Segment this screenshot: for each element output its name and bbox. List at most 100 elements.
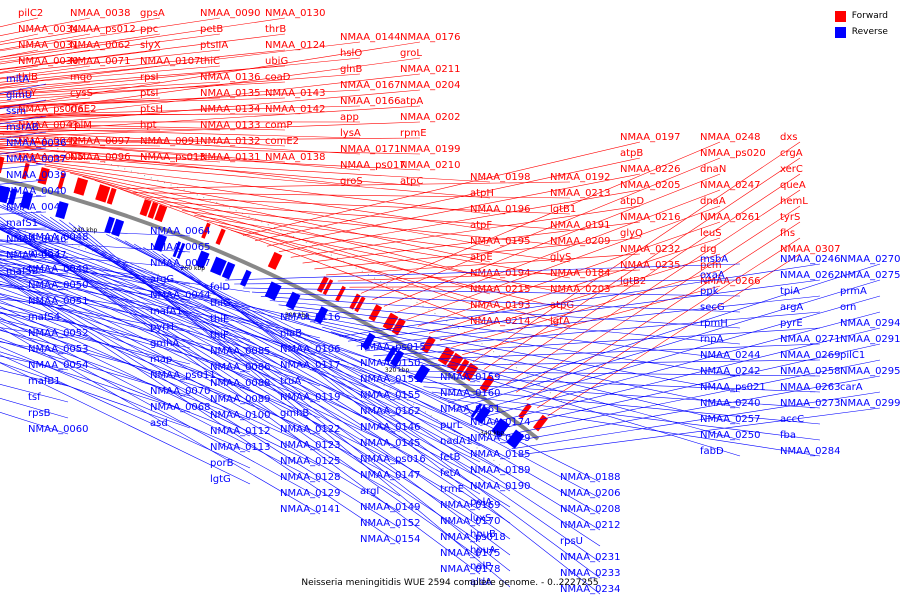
leader-line — [0, 330, 191, 381]
leader-line — [0, 293, 321, 419]
leader-line — [0, 113, 286, 116]
leader-line — [0, 311, 251, 389]
gene-label: pcm — [700, 260, 722, 271]
gene-label: carA — [840, 382, 863, 393]
leader-line — [0, 251, 191, 269]
leader-line — [373, 327, 821, 357]
leader-line — [0, 113, 221, 117]
forward-gene-feature — [95, 184, 111, 203]
gene-label: NMAA_0190 — [470, 481, 531, 492]
gene-label: pilC2 — [18, 8, 43, 19]
leader-line — [107, 184, 491, 327]
legend-label-reverse: Reverse — [851, 27, 888, 37]
gene-label: orn — [840, 302, 856, 313]
gene-label: drg — [700, 244, 717, 255]
gene-label: NMAA_0307 — [780, 244, 841, 255]
leader-line — [0, 274, 401, 513]
gene-label: fhs — [780, 228, 795, 239]
gene-label: ubiG — [265, 56, 288, 67]
gene-label: coaD — [265, 72, 291, 83]
reverse-gene-feature — [285, 291, 301, 310]
gene-label: NMAA_0085 — [210, 346, 271, 357]
gene-label: pilC1 — [840, 350, 865, 361]
gene-label: NMAA_0263 — [780, 382, 841, 393]
leader-line — [0, 264, 401, 449]
leader-line — [157, 201, 571, 231]
gene-label: msrAB — [6, 122, 39, 133]
reverse-gene-feature — [413, 364, 431, 383]
leader-line — [0, 270, 401, 481]
gene-label: thiE — [210, 314, 229, 325]
gene-label: NMAA_ps016 — [360, 454, 426, 465]
gene-label: NMAA_0038 — [70, 8, 131, 19]
gene-label: NMAA_0244 — [700, 350, 761, 361]
gene-label: NMAA_0046 — [6, 234, 67, 245]
gene-label: atpF — [470, 220, 492, 231]
gene-label: fetA — [440, 468, 461, 479]
leader-line — [0, 307, 191, 349]
gene-label: NMAA_0246 — [780, 254, 841, 265]
leader-line — [302, 221, 641, 264]
leader-line — [0, 272, 401, 497]
gene-label: NMAA_0185 — [470, 449, 531, 460]
leader-line — [0, 65, 286, 89]
gene-label: truA — [280, 376, 301, 387]
gene-label: NMAA_0226 — [620, 164, 681, 175]
gene-label: NMAA_0106 — [280, 344, 341, 355]
forward-gene-feature — [0, 156, 5, 174]
gene-label: NMAA_0119 — [280, 392, 341, 403]
leader-line — [182, 210, 571, 263]
gene-label: NMAA_0030 — [18, 56, 79, 67]
gene-label: hslO — [340, 48, 362, 59]
leader-line — [0, 275, 401, 529]
forward-gene-feature — [316, 276, 329, 293]
leader-line — [6, 155, 491, 199]
gene-label: thrB — [265, 24, 286, 35]
gene-label: groL — [400, 48, 422, 59]
legend-swatch-forward — [834, 10, 846, 22]
genome-backbone — [0, 177, 540, 441]
leader-line — [372, 157, 721, 301]
leader-line — [349, 285, 641, 288]
leader-line — [339, 263, 821, 337]
gene-label: NMAA_ps011 — [150, 370, 216, 381]
leader-line — [0, 306, 321, 451]
forward-gene-labels: pilC2NMAA_0034NMAA_0031NMAA_0030thiBftsY… — [0, 8, 841, 417]
leader-line — [145, 196, 571, 215]
gene-label: NMAA_0169 — [440, 500, 501, 511]
leader-line — [169, 205, 571, 247]
leader-line — [225, 263, 741, 281]
gene-label: NMAA_0133 — [200, 120, 261, 131]
gene-label: lgtB2 — [620, 276, 646, 287]
gene-label: NMAA_0047 — [6, 250, 67, 261]
gene-label: NMAA_0097 — [70, 136, 131, 147]
gene-label: fba — [780, 430, 796, 441]
gene-label: NMAA_0291 — [840, 334, 900, 345]
tick-labels: 40 kbp60 kbp80 kbp120 kbp140 kbp160 kbp2… — [73, 227, 505, 437]
leader-line — [0, 126, 221, 131]
gene-label: NMAA_0039 — [6, 170, 67, 181]
reverse-gene-feature — [210, 256, 227, 276]
gene-label: NMAA_0233 — [560, 568, 621, 579]
leader-line — [480, 327, 881, 426]
gene-label: nlaB — [280, 328, 302, 339]
leader-line — [0, 33, 221, 63]
gene-label: mafS1 — [6, 218, 38, 229]
leader-line — [415, 381, 821, 409]
gene-label: NMAA_0215 — [470, 284, 531, 295]
leader-line — [0, 362, 251, 485]
gene-label: NMAA_0161 — [440, 404, 501, 415]
gene-label: NMAA_0242 — [700, 366, 761, 377]
leader-line — [0, 264, 251, 309]
gene-label: NMAA_0060 — [28, 424, 89, 435]
leader-line — [314, 237, 641, 270]
gene-label: NMAA_0086 — [210, 362, 271, 373]
leader-line — [0, 340, 191, 397]
leader-line — [0, 129, 161, 132]
gene-label: NMAA_0089 — [210, 394, 271, 405]
gene-label: atpE — [470, 252, 493, 263]
gene-label: comP — [265, 120, 292, 131]
gene-label: NMAA_0162 — [360, 406, 421, 417]
gene-label: lgtA — [550, 316, 570, 327]
leader-line — [0, 127, 361, 139]
